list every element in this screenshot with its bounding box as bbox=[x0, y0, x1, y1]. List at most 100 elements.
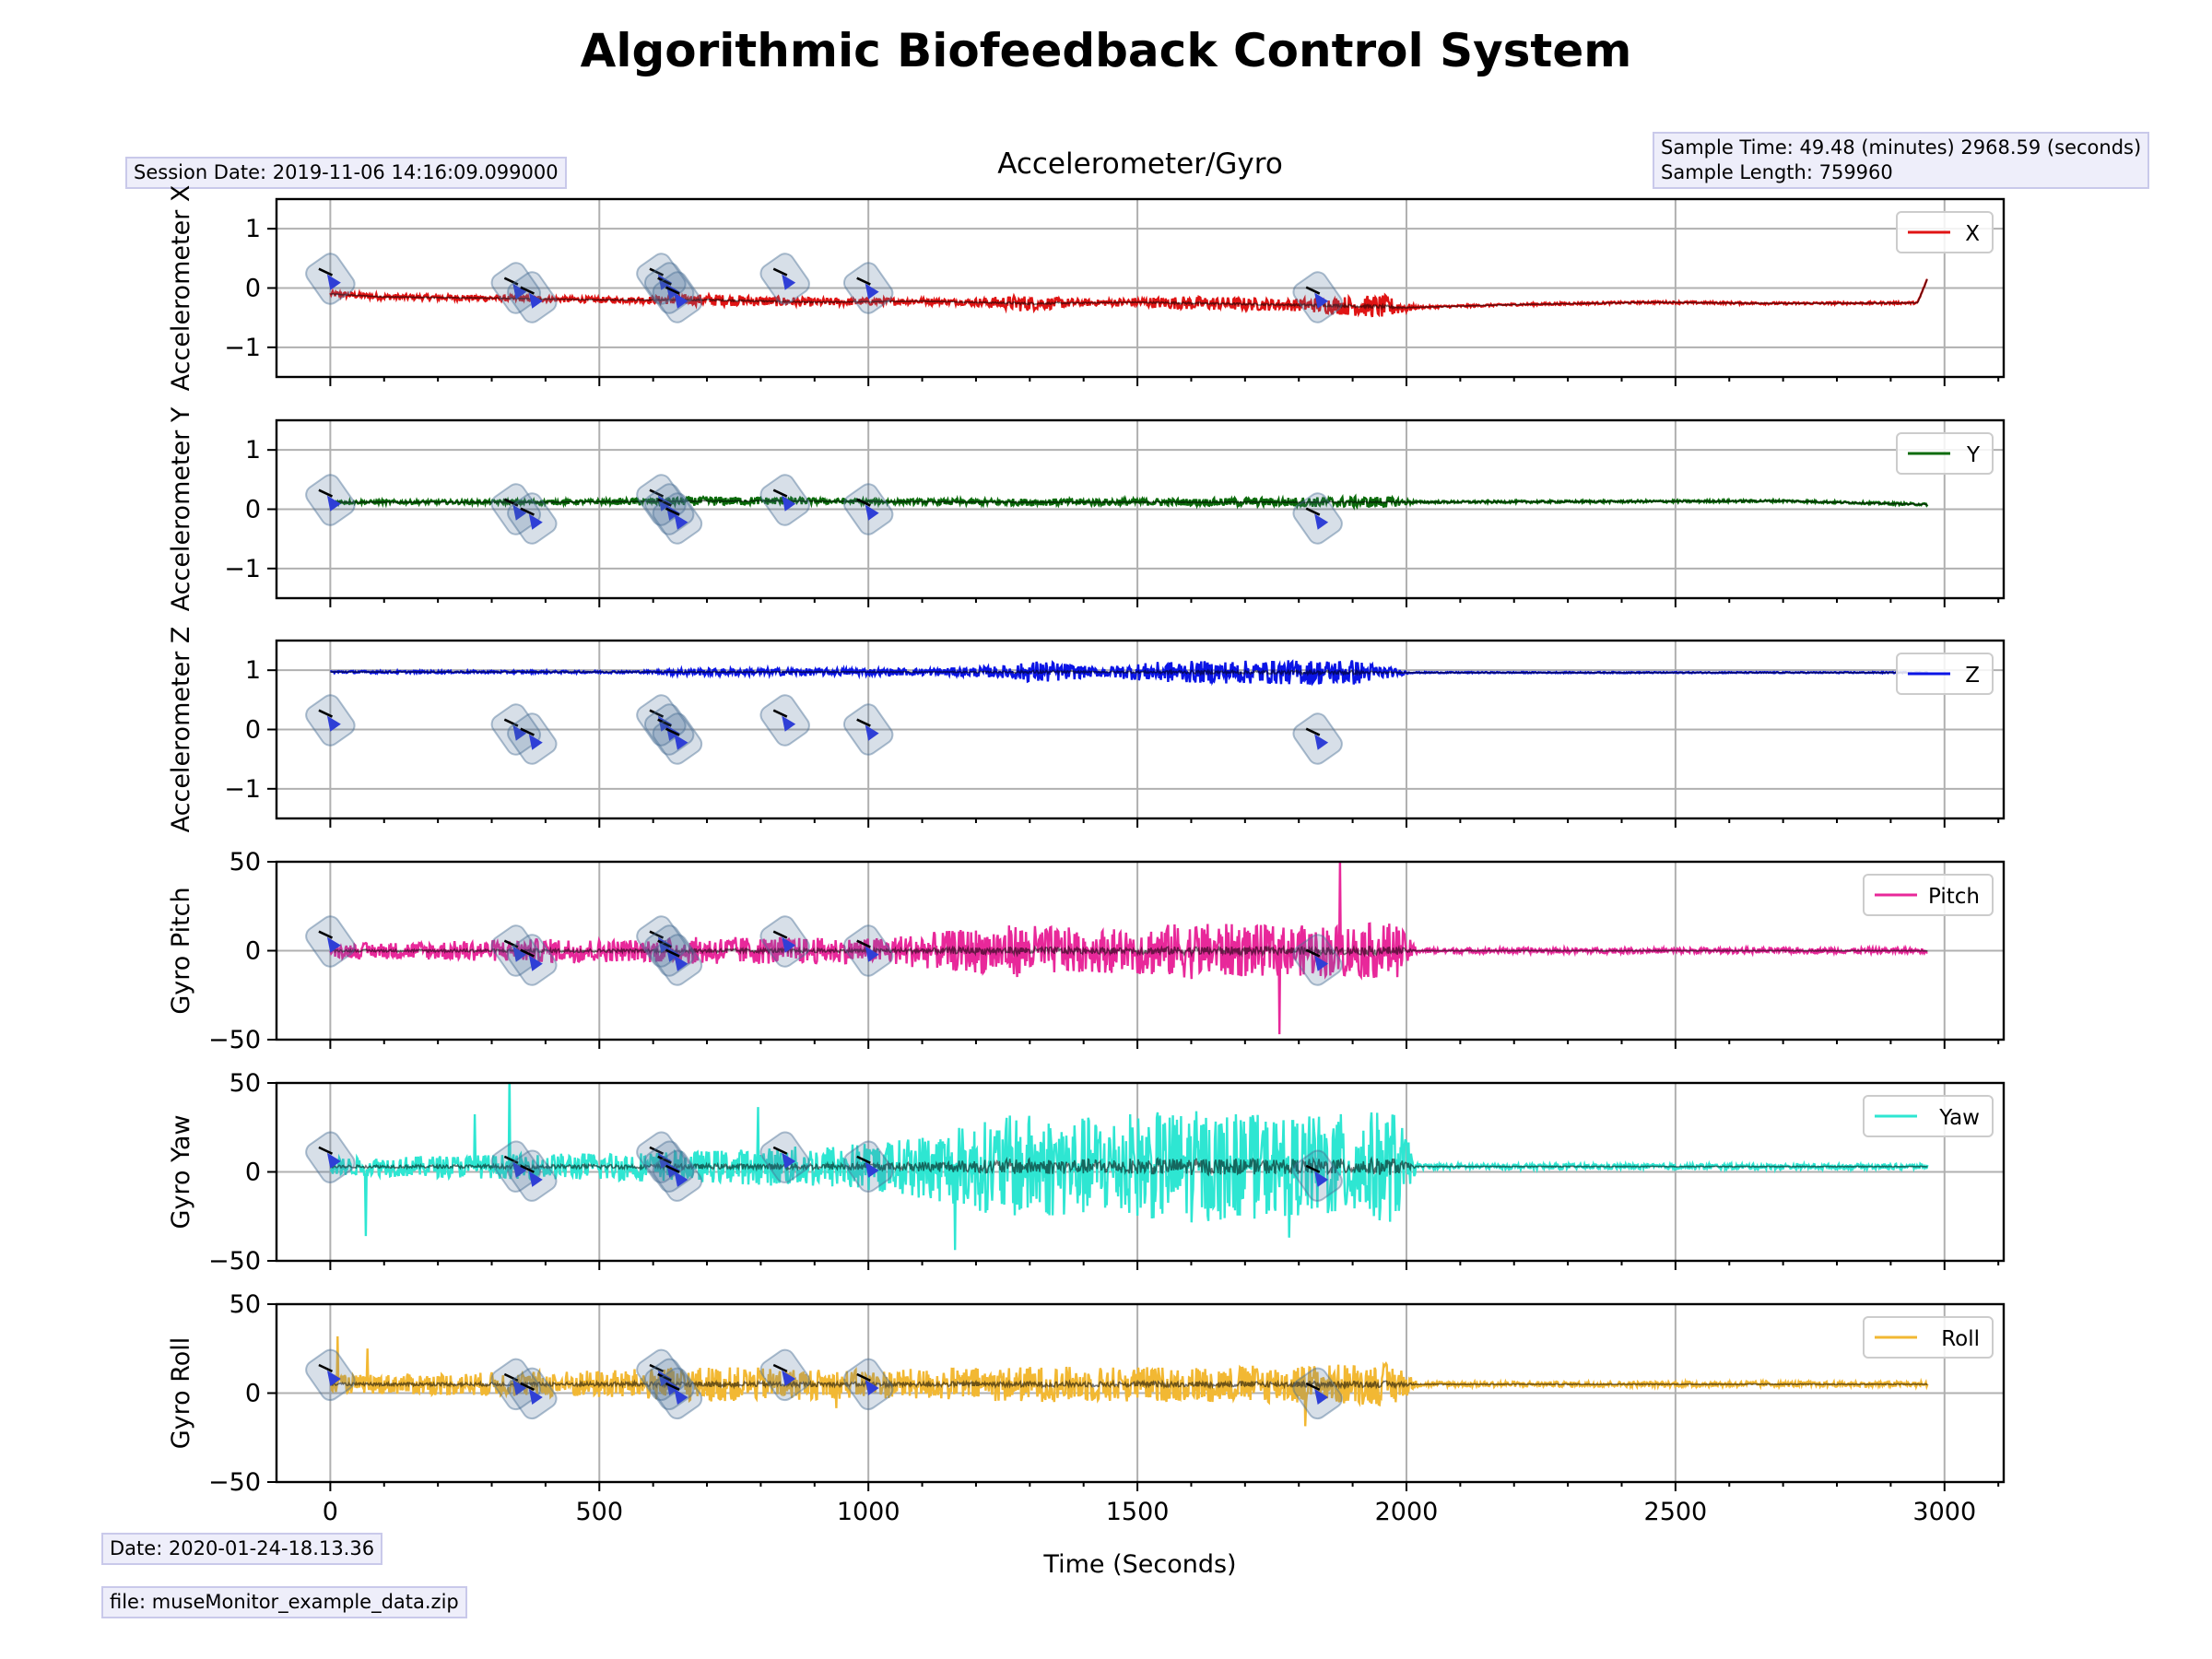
event-marker-tick bbox=[649, 1363, 665, 1373]
event-marker bbox=[507, 271, 558, 324]
event-marker-arrow bbox=[326, 274, 341, 290]
event-marker-tick bbox=[665, 507, 680, 516]
x-tick-label: 3000 bbox=[1912, 1498, 1976, 1526]
event-marker-arrow bbox=[865, 1161, 879, 1178]
event-marker bbox=[759, 1131, 810, 1183]
event-marker-tick bbox=[657, 276, 672, 286]
legend-label-gyro-roll: Roll bbox=[1941, 1327, 1980, 1351]
y-axis-label-accelerometer-x: Accelerometer X bbox=[167, 185, 195, 392]
event-marker-tick bbox=[772, 930, 788, 939]
event-marker-arrow bbox=[512, 283, 527, 300]
event-marker bbox=[652, 271, 703, 324]
event-marker-tick bbox=[665, 1164, 680, 1173]
event-marker-tick bbox=[665, 727, 680, 736]
event-marker-tick bbox=[520, 948, 535, 958]
event-marker-tick bbox=[318, 488, 334, 498]
event-marker bbox=[490, 703, 542, 756]
event-marker-arrow bbox=[1314, 513, 1329, 530]
event-marker-arrow bbox=[1314, 955, 1329, 971]
event-marker bbox=[507, 492, 558, 545]
x-tick-label: 2500 bbox=[1644, 1498, 1708, 1526]
event-marker-tick bbox=[657, 1372, 672, 1382]
event-marker-arrow bbox=[326, 1152, 341, 1169]
event-marker bbox=[305, 915, 356, 968]
y-tick-label: −1 bbox=[224, 334, 261, 362]
event-marker-arrow bbox=[512, 946, 527, 962]
event-marker-arrow bbox=[326, 495, 341, 512]
event-marker-tick bbox=[856, 276, 871, 286]
event-marker bbox=[507, 934, 558, 986]
event-marker-arrow bbox=[512, 1379, 527, 1396]
event-marker-arrow bbox=[326, 936, 341, 953]
event-marker-arrow bbox=[782, 1370, 796, 1387]
y-tick-label: 0 bbox=[245, 1159, 261, 1187]
event-marker-tick bbox=[1305, 1164, 1321, 1173]
event-marker-arrow bbox=[528, 734, 543, 750]
series-overlay-accelerometer-x bbox=[330, 278, 1929, 312]
sample-time-text: Sample Time: 49.48 (minutes) 2968.59 (se… bbox=[1661, 136, 2142, 159]
event-marker-arrow bbox=[674, 513, 688, 530]
event-marker bbox=[490, 924, 542, 977]
event-marker-tick bbox=[503, 1372, 519, 1382]
event-marker-arrow bbox=[326, 715, 341, 732]
y-tick-label: 50 bbox=[229, 1069, 261, 1098]
event-marker bbox=[305, 1131, 356, 1183]
event-marker bbox=[652, 712, 703, 765]
event-marker bbox=[1292, 934, 1343, 986]
event-marker-arrow bbox=[782, 1152, 796, 1169]
event-marker-tick bbox=[856, 498, 871, 507]
event-marker bbox=[652, 1149, 703, 1202]
file-box: file: museMonitor_example_data.zip bbox=[101, 1586, 467, 1618]
event-marker-arrow bbox=[782, 274, 796, 290]
event-marker-tick bbox=[1305, 948, 1321, 958]
event-marker-tick bbox=[856, 1372, 871, 1382]
event-marker-arrow bbox=[782, 936, 796, 953]
event-marker-tick bbox=[318, 1363, 334, 1373]
legend-label-accelerometer-y: Y bbox=[1966, 443, 1981, 467]
y-tick-label: 0 bbox=[245, 275, 261, 303]
event-marker-tick bbox=[503, 498, 519, 507]
panel-accelerometer-x: −1 0 1 Accelerometer X X bbox=[167, 185, 2006, 392]
y-tick-label: 0 bbox=[245, 716, 261, 745]
event-marker-arrow bbox=[865, 1379, 879, 1396]
event-marker-arrow bbox=[1314, 1388, 1329, 1406]
y-tick-label: −50 bbox=[208, 1247, 261, 1276]
y-axis-label-accelerometer-z: Accelerometer Z bbox=[167, 627, 195, 833]
x-tick-label: 2000 bbox=[1375, 1498, 1439, 1526]
event-marker-arrow bbox=[674, 292, 688, 309]
event-marker-tick bbox=[520, 1382, 535, 1392]
event-marker-tick bbox=[649, 267, 665, 276]
event-marker bbox=[1292, 271, 1343, 324]
event-marker-arrow bbox=[674, 734, 688, 750]
event-marker-arrow bbox=[865, 946, 879, 962]
subplot-title: Accelerometer/Gyro bbox=[997, 147, 1283, 181]
y-axis-label-gyro-yaw: Gyro Yaw bbox=[167, 1115, 195, 1230]
event-marker-tick bbox=[665, 948, 680, 958]
event-marker-arrow bbox=[1314, 292, 1329, 309]
event-marker bbox=[305, 1348, 356, 1402]
event-marker bbox=[842, 1140, 894, 1193]
y-tick-label: 50 bbox=[229, 1290, 261, 1319]
event-marker-arrow bbox=[326, 1370, 341, 1387]
event-marker-tick bbox=[657, 498, 672, 507]
event-marker-arrow bbox=[528, 1388, 543, 1406]
y-tick-label: −50 bbox=[208, 1026, 261, 1054]
event-marker-arrow bbox=[674, 1388, 688, 1406]
event-marker bbox=[490, 262, 542, 314]
event-marker-tick bbox=[665, 286, 680, 295]
figure-title: Algorithmic Biofeedback Control System bbox=[580, 24, 1632, 77]
event-marker-tick bbox=[772, 1363, 788, 1373]
event-marker bbox=[507, 1367, 558, 1420]
event-marker-tick bbox=[1305, 286, 1321, 295]
panel-gyro-pitch: −50 0 50 Gyro Pitch Pitch bbox=[167, 848, 2006, 1054]
y-axis-label-gyro-pitch: Gyro Pitch bbox=[167, 887, 195, 1014]
event-marker-tick bbox=[856, 939, 871, 948]
event-marker-tick bbox=[665, 1382, 680, 1392]
event-marker-arrow bbox=[865, 283, 879, 300]
event-marker-arrow bbox=[512, 504, 527, 521]
event-marker-arrow bbox=[528, 513, 543, 530]
event-marker-arrow bbox=[1314, 1171, 1329, 1187]
series-line-gyro-roll bbox=[329, 1335, 1929, 1427]
event-marker bbox=[507, 712, 558, 765]
